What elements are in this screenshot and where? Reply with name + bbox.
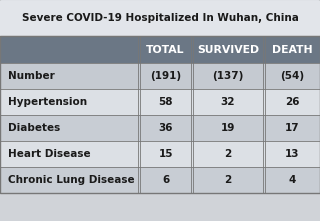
Text: 13: 13: [285, 149, 299, 159]
Text: 26: 26: [285, 97, 299, 107]
Text: 32: 32: [221, 97, 235, 107]
Text: 4: 4: [288, 175, 296, 185]
Text: 2: 2: [224, 149, 232, 159]
Text: (54): (54): [280, 70, 304, 81]
Text: Number: Number: [8, 70, 55, 81]
Text: Hypertension: Hypertension: [8, 97, 87, 107]
Text: DEATH: DEATH: [272, 44, 312, 55]
Text: 17: 17: [285, 123, 299, 133]
Text: 36: 36: [158, 123, 173, 133]
Text: 58: 58: [158, 97, 173, 107]
Text: 2: 2: [224, 175, 232, 185]
Text: 15: 15: [158, 149, 173, 159]
Text: Severe COVID-19 Hospitalized In Wuhan, China: Severe COVID-19 Hospitalized In Wuhan, C…: [21, 13, 299, 23]
Text: SURVIVED: SURVIVED: [197, 44, 259, 55]
Text: 6: 6: [162, 175, 169, 185]
Text: Diabetes: Diabetes: [8, 123, 60, 133]
Bar: [0, 89, 320, 115]
Text: Chronic Lung Disease: Chronic Lung Disease: [8, 175, 135, 185]
Text: (191): (191): [150, 70, 181, 81]
Text: TOTAL: TOTAL: [146, 44, 185, 55]
Bar: [0, 141, 320, 167]
Text: Heart Disease: Heart Disease: [8, 149, 91, 159]
Bar: [0, 36, 320, 193]
Bar: [0, 115, 320, 141]
Bar: [0, 36, 320, 63]
FancyBboxPatch shape: [0, 0, 320, 37]
Bar: [0, 167, 320, 193]
Text: 19: 19: [221, 123, 235, 133]
Bar: [0, 63, 320, 89]
Text: (137): (137): [212, 70, 244, 81]
